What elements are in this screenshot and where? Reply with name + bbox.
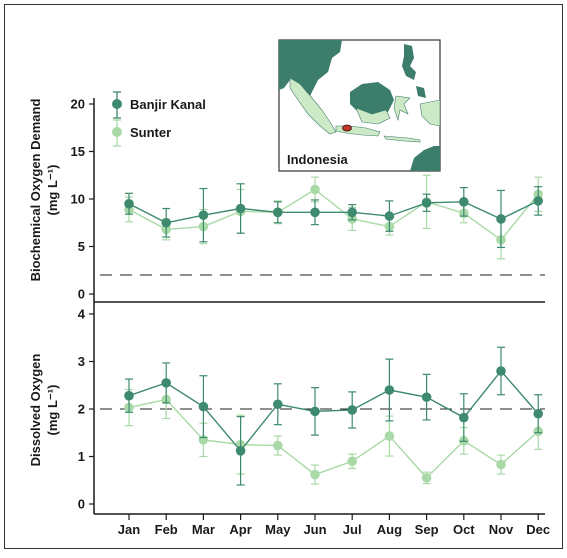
do-point-sunter: [496, 459, 506, 470]
bod-y-tick-label: 15: [71, 144, 85, 159]
map-label: Indonesia: [287, 152, 348, 167]
bod-point-banjir: [273, 207, 283, 218]
bod-point-sunter: [310, 184, 320, 195]
do-y-tick-label: 3: [78, 354, 85, 369]
map-sulawesi: [393, 95, 411, 122]
bod-ylabel-line2: (mg L⁻¹): [45, 165, 60, 216]
do-line-banjir: [128, 369, 539, 452]
do-point-banjir: [310, 406, 320, 417]
do-point-banjir: [459, 412, 469, 423]
do-point-banjir: [124, 390, 134, 401]
bod-point-banjir: [533, 196, 543, 206]
x-ticks: Jan Feb Mar Apr May Jun Jul Aug Sep Oct Nov Dec: [118, 514, 550, 537]
do-point-sunter: [347, 456, 358, 467]
bod-ylabel-line1: Biochemical Oxygen Demand: [28, 99, 43, 282]
do-point-sunter: [421, 473, 432, 483]
bod-point-banjir: [235, 203, 246, 214]
do-y-tick-label: 2: [78, 402, 85, 417]
x-tick-label: Jul: [343, 522, 362, 537]
map-lesser-sunda: [383, 135, 421, 143]
bod-point-banjir: [310, 207, 320, 218]
do-series-banjir: [124, 346, 543, 486]
do-point-banjir: [347, 405, 358, 415]
map-kalimantan: [355, 107, 391, 125]
bod-point-banjir: [347, 207, 358, 218]
do-point-sunter: [384, 431, 395, 441]
legend-label-banjir: Banjir Kanal: [130, 97, 206, 112]
bod-point-banjir: [459, 197, 469, 207]
bod-y-tick-label: 5: [78, 239, 85, 254]
do-y-tick-label: 0: [78, 497, 85, 512]
map-philippines: [402, 44, 416, 80]
do-point-banjir: [161, 378, 171, 388]
x-tick-label: May: [265, 522, 291, 537]
bod-point-banjir: [124, 198, 134, 209]
legend-label-sunter: Sunter: [130, 125, 171, 140]
bod-series-layer: [124, 174, 543, 260]
map-mainland: [279, 40, 342, 104]
bod-series-banjir: [124, 183, 543, 249]
do-point-banjir: [235, 446, 246, 456]
x-tick-label: Mar: [192, 522, 215, 537]
map-study-site-marker: [342, 124, 352, 132]
map-sumatra: [289, 77, 337, 135]
bod-y-tick-label: 10: [71, 192, 85, 207]
do-point-sunter: [273, 440, 283, 451]
do-point-banjir: [496, 366, 506, 376]
x-tick-label: Feb: [155, 522, 178, 537]
bod-y-tick-label: 20: [71, 97, 85, 112]
bod-point-banjir: [198, 210, 209, 220]
do-panel: 0 1 2 3 4 Jan Feb Mar Apr May Jun Jul Aug Sep Oct Nov D…: [28, 302, 550, 537]
x-tick-label: Oct: [453, 522, 475, 537]
do-point-sunter: [310, 469, 320, 480]
do-y-ticks: 0 1 2 3 4: [78, 307, 94, 512]
x-tick-label: Sep: [415, 522, 439, 537]
x-tick-label: Apr: [229, 522, 251, 537]
inset-map: Indonesia: [278, 39, 441, 172]
bod-line-sunter: [128, 188, 539, 241]
legend-marker-banjir: [112, 99, 122, 109]
map-mindanao: [416, 86, 426, 98]
do-ylabel-line2: (mg L⁻¹): [45, 385, 60, 436]
x-tick-label: Jan: [118, 522, 140, 537]
map-borneo: [350, 82, 394, 118]
bod-y-tick-label: 0: [78, 287, 85, 302]
x-tick-label: Dec: [526, 522, 550, 537]
bod-panel: 0 5 10 15 20 Biochemical Oxygen Demand (mg L…: [28, 91, 545, 302]
x-tick-label: Nov: [489, 522, 514, 537]
do-point-banjir: [533, 408, 543, 419]
map-papua: [419, 99, 440, 127]
do-point-banjir: [273, 399, 283, 410]
do-y-tick-label: 1: [78, 449, 85, 464]
x-tick-label: Aug: [377, 522, 402, 537]
do-point-banjir: [421, 392, 432, 402]
do-point-banjir: [198, 401, 209, 412]
bod-y-ticks: 0 5 10 15 20: [71, 97, 94, 302]
do-ylabel-line1: Dissolved Oxygen: [28, 354, 43, 467]
bod-point-banjir: [421, 198, 432, 208]
do-y-tick-label: 4: [78, 307, 86, 322]
legend: Banjir Kanal Sunter: [112, 91, 206, 147]
bod-line-banjir: [128, 200, 539, 224]
do-point-banjir: [384, 385, 395, 395]
bod-point-banjir: [161, 217, 171, 228]
x-tick-label: Jun: [303, 522, 326, 537]
bod-point-banjir: [496, 214, 506, 224]
do-line-sunter: [128, 398, 539, 479]
bod-point-banjir: [384, 211, 395, 221]
map-australia: [410, 146, 440, 171]
legend-marker-sunter: [112, 127, 122, 137]
do-series-layer: [124, 346, 543, 486]
